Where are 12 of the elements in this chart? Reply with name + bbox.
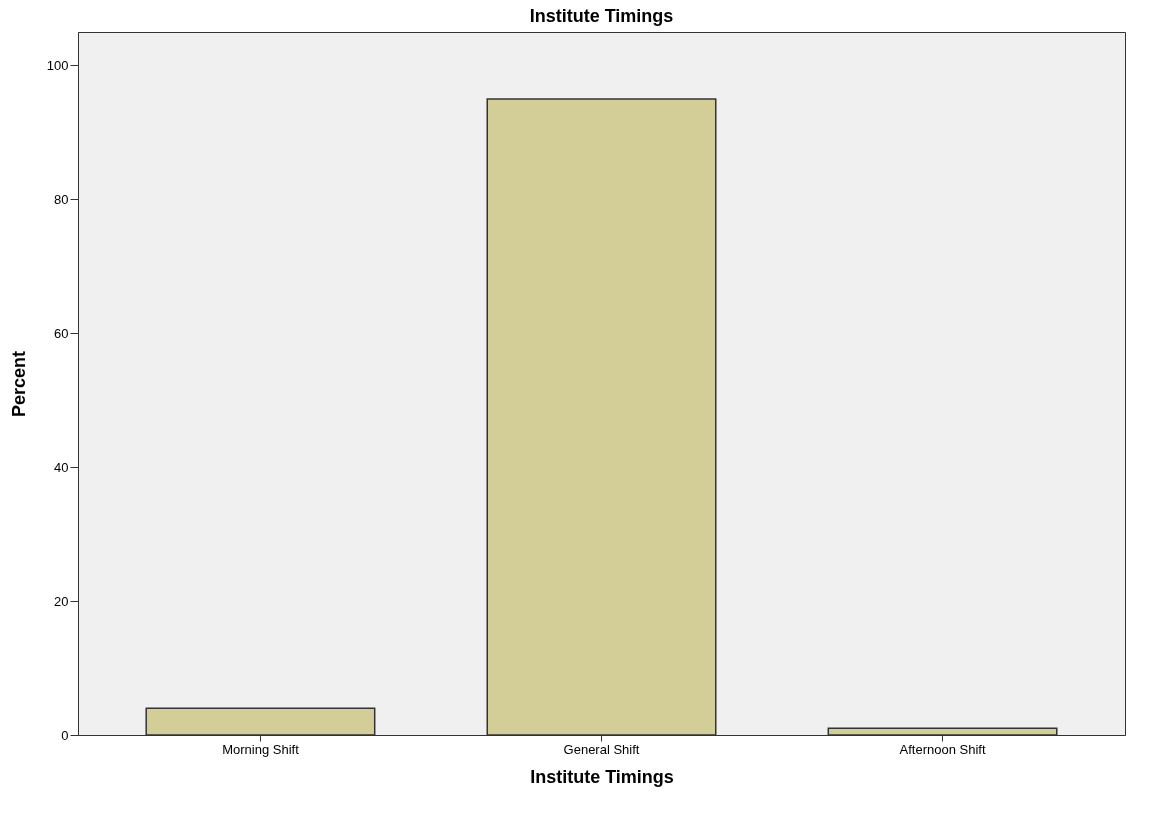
chart-title: Institute Timings [529,6,674,26]
y-axis-title: Percent [8,350,29,418]
x-axis-title: Institute Timings [530,766,674,787]
y-tick-label: 40 [54,459,69,475]
y-tick-label: 60 [54,325,69,341]
x-tick-label: Afternoon Shift [899,741,986,757]
y-tick-label: 20 [54,593,69,609]
y-tick-label: 0 [61,727,69,743]
x-tick-label: General Shift [563,741,640,757]
x-tick-label: Morning Shift [222,741,300,757]
y-tick-label: 80 [54,191,69,207]
y-tick-label: 100 [46,57,69,73]
